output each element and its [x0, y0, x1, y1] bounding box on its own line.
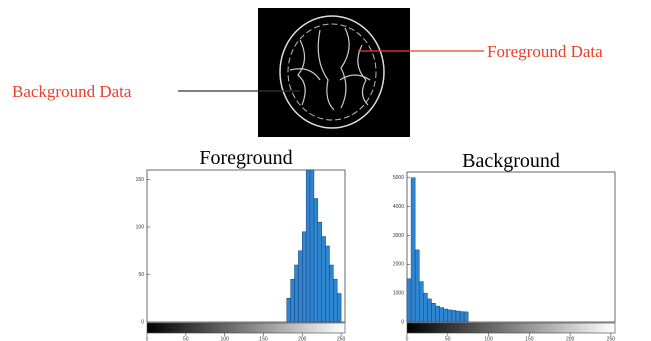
y-tick-label: 0	[141, 319, 144, 325]
bar	[298, 251, 302, 322]
y-tick-label: 50	[138, 272, 144, 278]
x-tick-label: 0	[406, 336, 409, 341]
bar	[295, 265, 299, 322]
brain-image	[258, 8, 410, 137]
plot-frame	[407, 172, 615, 322]
bar	[460, 312, 464, 322]
label: Foreground Data	[487, 42, 603, 61]
bar	[287, 298, 291, 322]
bar	[415, 250, 419, 322]
bar	[291, 279, 295, 322]
bar	[329, 265, 333, 322]
bar	[444, 309, 448, 322]
bar	[456, 311, 460, 322]
x-tick-label: 50	[183, 336, 189, 341]
x-tick-label: 150	[525, 336, 534, 341]
colorbar	[147, 323, 345, 333]
y-tick-label: 5000	[393, 175, 404, 181]
chart-title: Background	[462, 150, 560, 172]
bar	[419, 282, 423, 322]
bar	[302, 232, 306, 322]
y-tick-label: 0	[401, 319, 404, 325]
bar	[452, 310, 456, 322]
bar	[326, 246, 330, 322]
x-tick-label: 0	[146, 336, 149, 341]
x-tick-label: 250	[607, 336, 616, 341]
x-tick-label: 200	[566, 336, 575, 341]
bar	[318, 222, 322, 322]
bar	[407, 279, 411, 322]
y-tick-label: 1000	[393, 290, 404, 296]
y-tick-label: 2000	[393, 262, 404, 268]
bar	[427, 299, 431, 322]
label: Background Data	[12, 82, 132, 101]
bar	[314, 199, 318, 323]
bar	[431, 303, 435, 322]
x-tick-label: 250	[337, 336, 346, 341]
chart-title: Foreground	[199, 147, 292, 169]
colorbar	[407, 323, 615, 333]
bar	[464, 312, 468, 322]
bar	[436, 306, 440, 322]
bar	[337, 294, 341, 323]
bar	[411, 178, 415, 322]
figure: Foreground Data Background Data Foregrou…	[0, 0, 651, 341]
y-tick-label: 100	[136, 224, 145, 230]
bar	[306, 170, 310, 322]
bar	[322, 237, 326, 323]
x-tick-label: 150	[259, 336, 268, 341]
y-tick-label: 3000	[393, 233, 404, 239]
bar	[448, 310, 452, 322]
bar	[423, 293, 427, 322]
bar	[440, 308, 444, 322]
x-tick-label: 200	[298, 336, 307, 341]
x-tick-label: 50	[445, 336, 451, 341]
x-tick-label: 100	[220, 336, 229, 341]
bar	[333, 279, 337, 322]
y-tick-label: 4000	[393, 204, 404, 210]
bar	[310, 170, 314, 322]
y-tick-label: 150	[136, 177, 145, 183]
x-tick-label: 100	[484, 336, 493, 341]
